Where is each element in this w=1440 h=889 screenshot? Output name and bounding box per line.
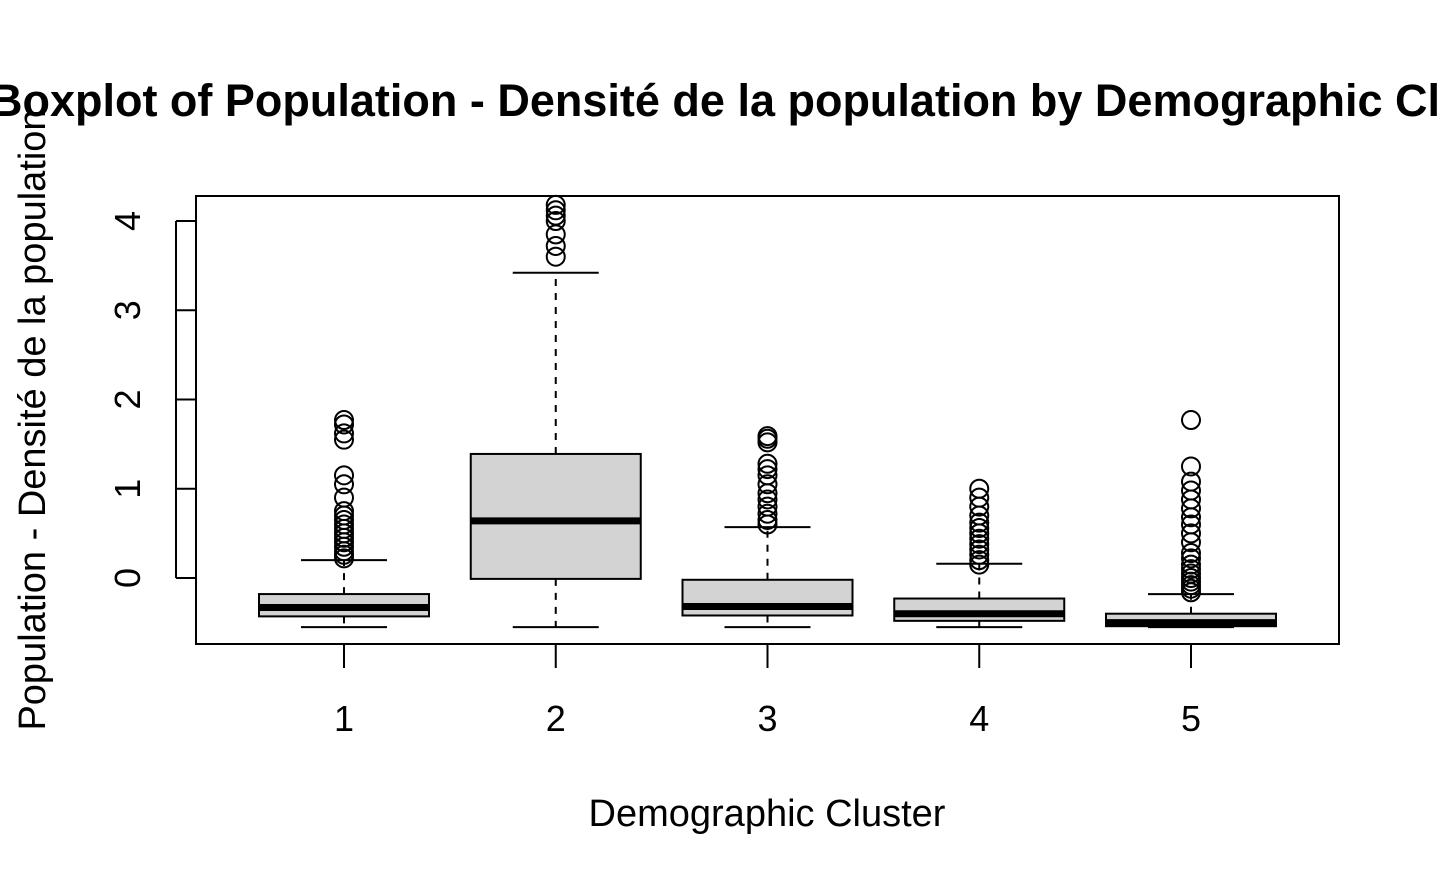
outlier-point xyxy=(1181,568,1201,588)
y-tick-label: 1 xyxy=(107,479,148,499)
outlier-point xyxy=(1181,523,1201,544)
box-series xyxy=(258,194,1277,629)
outlier-point xyxy=(334,514,354,535)
outlier-point xyxy=(545,211,566,231)
outlier-point xyxy=(545,194,566,215)
y-tick-label: 3 xyxy=(107,300,148,320)
outlier-point xyxy=(334,487,354,508)
outlier-point xyxy=(757,503,778,524)
chart-title: Boxplot of Population - Densité de la po… xyxy=(0,75,1440,126)
outlier-point xyxy=(334,410,354,431)
outlier-point xyxy=(545,246,566,267)
outlier-point xyxy=(1181,543,1201,564)
outlier-point xyxy=(969,544,990,565)
outlier-point xyxy=(969,534,990,555)
outlier-point xyxy=(545,200,566,221)
outlier-point xyxy=(334,501,354,522)
outlier-point xyxy=(969,512,990,533)
outlier-point xyxy=(545,235,566,256)
outlier-point xyxy=(969,539,990,560)
outlier-point xyxy=(969,554,990,575)
outlier-point xyxy=(545,205,566,226)
outlier-point xyxy=(969,518,990,539)
outlier-point xyxy=(757,489,778,510)
y-tick-label: 2 xyxy=(107,389,148,409)
box-group xyxy=(893,478,1066,629)
outlier-point xyxy=(757,514,778,535)
outlier-point xyxy=(1181,480,1201,501)
x-tick-label: 2 xyxy=(546,698,566,739)
outlier-point xyxy=(757,465,778,486)
outlier-point xyxy=(1181,410,1201,431)
box-iqr xyxy=(469,452,642,580)
x-tick-label: 1 xyxy=(334,698,354,739)
outlier-point xyxy=(969,550,990,571)
box-iqr xyxy=(681,578,854,617)
outlier-point xyxy=(757,496,778,517)
outlier-point xyxy=(334,465,354,486)
x-tick-label: 4 xyxy=(969,698,989,739)
x-tick-label: 3 xyxy=(757,698,777,739)
outlier-point xyxy=(969,487,990,508)
outlier-point xyxy=(334,474,354,495)
outlier-point xyxy=(1181,554,1201,575)
y-tick-label: 4 xyxy=(107,211,148,231)
outlier-point xyxy=(1181,514,1201,535)
outlier-point xyxy=(334,429,354,450)
box-group xyxy=(1105,410,1277,629)
outlier-point xyxy=(757,474,778,495)
outlier-point xyxy=(1181,563,1201,584)
box-iqr xyxy=(893,597,1066,622)
outlier-point xyxy=(1181,456,1201,477)
outlier-point xyxy=(969,478,990,499)
x-axis-label: Demographic Cluster xyxy=(589,793,946,835)
outlier-point xyxy=(757,426,778,447)
outlier-point xyxy=(1181,548,1201,569)
y-tick-label: 0 xyxy=(107,568,148,588)
y-axis: 0 1 2 3 4 xyxy=(107,211,196,588)
x-axis: 1 2 3 4 5 xyxy=(334,643,1201,739)
x-tick-label: 5 xyxy=(1181,698,1201,739)
box-group xyxy=(681,426,854,629)
outlier-point xyxy=(757,459,778,480)
outlier-point xyxy=(1181,559,1201,580)
outlier-point xyxy=(757,453,778,474)
outlier-point xyxy=(757,509,778,530)
outlier-point xyxy=(969,528,990,549)
outlier-point xyxy=(334,414,354,435)
outlier-point xyxy=(334,423,354,444)
box-group xyxy=(258,410,430,629)
y-axis-label: Population - Densité de la population xyxy=(12,109,54,730)
box-group xyxy=(469,194,642,629)
outlier-point xyxy=(1181,471,1201,492)
outlier-point xyxy=(334,509,354,530)
